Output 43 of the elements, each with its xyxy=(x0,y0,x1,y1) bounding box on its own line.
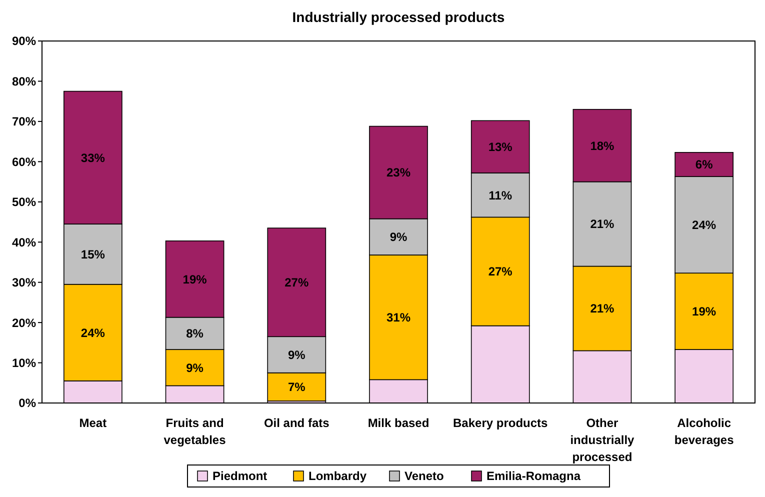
data-label: 9% xyxy=(288,348,306,362)
y-tick-label: 70% xyxy=(12,114,36,129)
x-tick-label: Meat xyxy=(79,416,107,430)
y-tick-label: 0% xyxy=(18,396,36,410)
data-label: 7% xyxy=(288,380,306,394)
data-label: 23% xyxy=(386,166,411,180)
data-label: 19% xyxy=(692,304,716,318)
data-label: 21% xyxy=(590,302,615,316)
data-label: 27% xyxy=(488,264,513,279)
data-label: 6% xyxy=(695,158,714,172)
x-tick-label: Oil and fats xyxy=(264,416,330,430)
data-label: 24% xyxy=(80,326,106,340)
data-label: 19% xyxy=(182,272,208,286)
y-tick-label: 50% xyxy=(12,195,36,210)
data-label: 24% xyxy=(692,218,716,232)
x-tick-label: Fruits and vegetables xyxy=(164,416,226,447)
y-tick-label: 20% xyxy=(12,316,36,330)
data-label: 8% xyxy=(186,326,204,341)
legend-label: Lombardy xyxy=(308,469,367,484)
legend-label: Piedmont xyxy=(212,469,268,484)
data-label: 31% xyxy=(386,310,411,325)
chart-title: Industrially processed products xyxy=(292,9,505,25)
data-label: 21% xyxy=(590,217,615,232)
y-tick-label: 90% xyxy=(12,34,36,48)
legend-label: Emilia-Romagna xyxy=(486,469,581,484)
y-tick-label: 10% xyxy=(12,356,36,370)
y-tick-label: 80% xyxy=(12,74,36,88)
data-label: 9% xyxy=(390,230,408,244)
y-tick-label: 60% xyxy=(12,154,36,169)
data-label: 27% xyxy=(284,276,309,290)
data-label: 18% xyxy=(590,138,615,153)
legend-label: Veneto xyxy=(404,469,444,484)
x-tick-label: Alcoholic beverages xyxy=(674,416,734,447)
x-tick-label: Other industrially processed xyxy=(570,416,635,464)
data-label: 33% xyxy=(80,150,106,165)
data-label: 11% xyxy=(488,188,512,202)
x-tick-label: Milk based xyxy=(368,416,430,430)
data-label: 15% xyxy=(80,247,106,262)
data-label: 9% xyxy=(186,360,204,375)
data-label: 13% xyxy=(488,140,513,154)
y-tick-label: 30% xyxy=(12,276,36,290)
y-tick-label: 40% xyxy=(12,235,36,250)
x-tick-label: Bakery products xyxy=(453,416,548,430)
